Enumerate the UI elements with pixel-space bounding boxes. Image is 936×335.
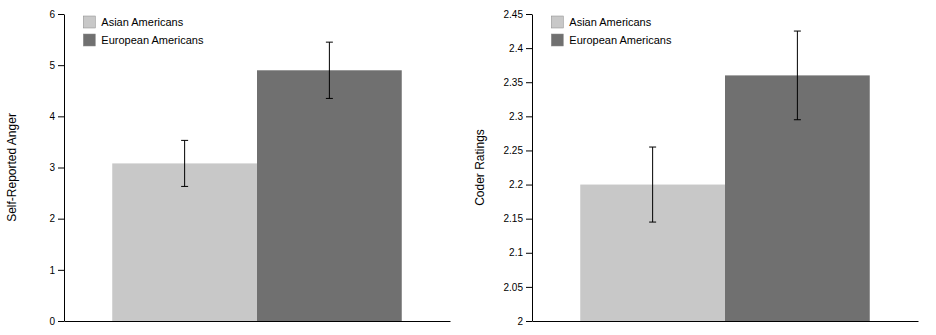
y-tick-label: 2.15 <box>504 213 524 224</box>
legend-item: European Americans <box>551 34 672 46</box>
error-bar-stem <box>184 140 185 186</box>
bar <box>112 163 257 321</box>
y-tick-label: 0 <box>49 316 55 327</box>
y-tick-mark <box>58 219 64 220</box>
legend-label: Asian Americans <box>569 16 651 28</box>
bar <box>257 70 402 321</box>
legend-item: Asian Americans <box>551 16 651 28</box>
error-bar-cap <box>181 140 188 141</box>
error-bar <box>326 42 333 98</box>
error-bar-cap <box>326 42 333 43</box>
y-tick-label: 2 <box>49 213 55 224</box>
y-tick-label: 2.3 <box>509 111 523 122</box>
error-bar-cap <box>649 222 656 223</box>
y-tick-label: 3 <box>49 162 55 173</box>
y-tick-mark <box>526 321 532 322</box>
plot-area <box>580 31 870 321</box>
y-tick-label: 1 <box>49 265 55 276</box>
y-axis-label: Coder Ratings <box>473 129 487 206</box>
error-bar-stem <box>797 31 798 120</box>
y-tick-mark <box>526 150 532 151</box>
y-tick-label: 2.45 <box>504 9 524 20</box>
error-bar-cap <box>794 31 801 32</box>
y-tick: 2.1 <box>509 247 532 258</box>
x-axis <box>533 321 919 322</box>
y-tick-mark <box>526 287 532 288</box>
y-tick: 2.45 <box>504 9 532 20</box>
y-axis: 0 1 2 3 4 5 6 <box>49 9 64 327</box>
y-tick-mark <box>526 253 532 254</box>
y-tick-mark <box>526 185 532 186</box>
error-bar-cap <box>181 186 188 187</box>
y-tick-mark <box>58 168 64 169</box>
y-tick: 2.15 <box>504 213 532 224</box>
y-tick-mark <box>526 48 532 49</box>
y-tick: 2.35 <box>504 77 532 88</box>
error-bar-cap <box>794 119 801 120</box>
y-axis-label: Self-Reported Anger <box>5 113 19 222</box>
y-axis: 2 2.05 2.1 2.15 2.2 2.25 2.3 2.35 2.4 2.45 <box>504 9 533 327</box>
error-bar-cap <box>326 98 333 99</box>
y-tick-label: 2.25 <box>504 145 524 156</box>
y-tick: 2.25 <box>504 145 532 156</box>
y-tick: 3 <box>49 162 64 173</box>
y-tick-label: 2.2 <box>509 179 523 190</box>
y-tick-mark <box>58 116 64 117</box>
y-tick: 2.2 <box>509 179 532 190</box>
y-tick-label: 2 <box>517 316 523 327</box>
y-tick-mark <box>58 14 64 15</box>
legend: Asian Americans European Americans <box>551 16 672 46</box>
y-tick-mark <box>526 14 532 15</box>
y-tick-mark <box>526 82 532 83</box>
y-tick: 2 <box>49 213 64 224</box>
legend-label: European Americans <box>101 34 204 46</box>
y-tick-mark <box>526 219 532 220</box>
y-tick: 6 <box>49 9 64 20</box>
y-tick-label: 2.05 <box>504 282 524 293</box>
y-tick-mark <box>58 270 64 271</box>
y-tick: 2 <box>517 316 532 327</box>
error-bar <box>649 147 656 222</box>
y-tick: 2.05 <box>504 282 532 293</box>
y-tick: 1 <box>49 265 64 276</box>
legend-swatch <box>83 34 95 46</box>
y-tick: 0 <box>49 316 64 327</box>
y-tick: 2.3 <box>509 111 532 122</box>
x-axis <box>65 321 451 322</box>
legend-item: European Americans <box>83 34 204 46</box>
y-tick-label: 2.4 <box>509 43 523 54</box>
y-tick-label: 4 <box>49 111 55 122</box>
legend-swatch <box>551 16 563 28</box>
y-tick-label: 2.1 <box>509 247 523 258</box>
legend-item: Asian Americans <box>83 16 183 28</box>
legend-swatch <box>551 34 563 46</box>
error-bar-stem <box>329 42 330 98</box>
y-tick-mark <box>58 321 64 322</box>
y-tick: 2.4 <box>509 43 532 54</box>
error-bar <box>181 140 188 186</box>
panel: 0 1 2 3 4 5 6 Self-Reported Anger Asian American… <box>5 9 451 327</box>
y-axis-line <box>64 15 65 322</box>
x-axis-line <box>533 321 919 322</box>
y-tick-mark <box>58 65 64 66</box>
x-axis-line <box>65 321 451 322</box>
legend-label: European Americans <box>569 34 672 46</box>
legend: Asian Americans European Americans <box>83 16 204 46</box>
y-axis-line <box>532 15 533 322</box>
error-bar <box>794 31 801 120</box>
error-bar-cap <box>649 147 656 148</box>
y-tick-label: 6 <box>49 9 55 20</box>
legend-swatch <box>83 16 95 28</box>
y-tick-label: 2.35 <box>504 77 524 88</box>
panel: 2 2.05 2.1 2.15 2.2 2.25 2.3 2.35 2.4 2.45 Coder R… <box>473 9 919 335</box>
legend-label: Asian Americans <box>101 16 183 28</box>
plot-area <box>112 42 402 321</box>
y-tick-mark <box>526 116 532 117</box>
error-bar-stem <box>652 147 653 222</box>
y-tick: 4 <box>49 111 64 122</box>
y-tick: 5 <box>49 60 64 71</box>
chart-canvas: 0 1 2 3 4 5 6 Self-Reported Anger Asian American… <box>0 0 936 335</box>
y-tick-label: 5 <box>49 60 55 71</box>
